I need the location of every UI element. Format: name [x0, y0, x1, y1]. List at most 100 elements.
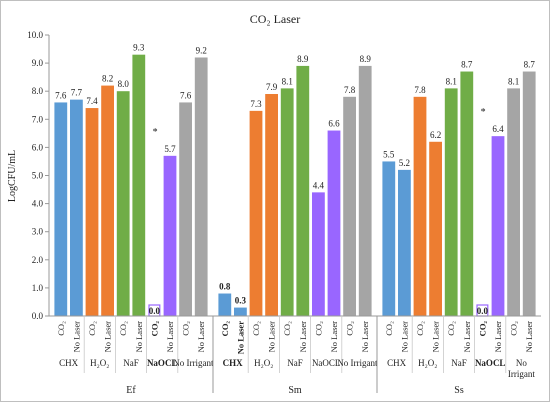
bar-category-label: No Laser: [165, 321, 175, 353]
bar: [491, 136, 505, 316]
subgroup-label: H₂O₂: [254, 358, 273, 368]
bar: [101, 85, 114, 316]
bar-category-label: No Laser: [267, 321, 277, 353]
subgroup-label: NaOCL: [147, 358, 178, 368]
bar-category-label: No Laser: [134, 321, 144, 353]
y-tick-label: 5.0: [32, 171, 44, 181]
data-label: 7.9: [266, 82, 278, 92]
bar: [444, 88, 458, 316]
data-label: 9.3: [133, 43, 145, 53]
bar-category-label: CO₂: [282, 321, 292, 336]
subgroup-label: NaF: [287, 358, 303, 368]
data-label: 8.7: [524, 60, 536, 70]
subgroup-label: H₂O₂: [90, 358, 109, 368]
data-label: 8.2: [102, 74, 113, 84]
y-tick-label: 4.0: [32, 199, 44, 209]
data-label: 9.2: [196, 45, 207, 55]
bar: [70, 99, 83, 316]
bar-category-label: No Laser: [431, 321, 441, 353]
significance-asterisk: *: [153, 127, 158, 138]
group-label: Ss: [454, 385, 464, 396]
y-tick-label: 9.0: [32, 58, 44, 68]
bars-layer: 7.6 7.77.4 8.2 8.0 9.3 0.0 5.7 * 7.6 9.2 0.8 0.3 7.3…: [54, 43, 536, 317]
bar-category-label: CO₂: [477, 321, 487, 337]
bar: [296, 65, 310, 316]
y-tick-label: 6.0: [32, 142, 44, 152]
bar: [327, 130, 341, 316]
y-tick-label: 2.0: [32, 255, 44, 265]
bar-category-label: No Laser: [196, 321, 206, 353]
data-label: 8.1: [446, 76, 457, 86]
bar: [507, 88, 520, 316]
data-label: 7.7: [71, 88, 83, 98]
data-label: 8.1: [508, 76, 519, 86]
subgroup-label: NaOCL: [475, 358, 506, 368]
bar-category-label: CO₂: [220, 321, 230, 337]
data-label: 8.9: [297, 54, 309, 64]
subgroup-label: CHX: [59, 358, 79, 368]
data-label: 5.7: [164, 144, 176, 154]
subgroup-label: No Irrigant: [508, 358, 535, 379]
bar-category-label: No Laser: [235, 321, 245, 355]
bar: [265, 94, 278, 316]
subgroup-label: CHX: [387, 358, 407, 368]
y-axis: 0.0 1.0 2.0 3.0 4.0 5.0 6.0 7.0 8.0 9.0 10.0: [27, 30, 50, 321]
significance-asterisk: *: [481, 107, 486, 118]
data-label: 7.3: [250, 99, 262, 109]
bar: [429, 141, 442, 316]
bar: [249, 110, 263, 317]
bar: [312, 192, 325, 316]
bar-category-label: No Laser: [462, 321, 472, 353]
bar-category-label: CO₂: [345, 321, 355, 336]
bar: [522, 71, 536, 316]
bar-category-label: No Laser: [298, 321, 308, 353]
subgroup-label: NaF: [451, 358, 467, 368]
bar: [218, 293, 232, 316]
data-label: 7.8: [344, 85, 356, 95]
bar-category-label: CO₂: [415, 321, 425, 336]
bar: [382, 161, 396, 316]
data-label: 0.0: [149, 306, 161, 316]
group-label: Ef: [126, 385, 136, 396]
subgroup-label: H₂O₂: [418, 358, 437, 368]
chart-title: CO₂ Laser: [250, 12, 301, 26]
bar: [179, 102, 192, 316]
data-label: 7.6: [55, 90, 67, 100]
bar-category-label: CO₂: [313, 321, 323, 336]
data-label: 7.4: [86, 96, 98, 106]
data-label: 4.4: [313, 180, 325, 190]
data-label: 0.3: [235, 296, 247, 306]
data-label: 8.9: [360, 54, 372, 64]
y-tick-label: 10.0: [27, 30, 43, 40]
y-tick-label: 8.0: [32, 86, 44, 96]
bar-category-label: No Laser: [360, 321, 370, 353]
subgroup-label: No Irrigant: [337, 358, 378, 368]
bar: [460, 71, 474, 316]
bar: [54, 102, 68, 316]
data-label: 6.2: [430, 130, 441, 140]
bar-category-label: CO₂: [56, 321, 66, 336]
x-axis: CO₂ No Laser CHX CO₂ No Laser H₂O₂ CO₂ No Laser…: [49, 315, 541, 396]
bar: [163, 155, 177, 316]
data-label: 8.1: [282, 76, 293, 86]
bar-category-label: CO₂: [509, 321, 519, 336]
bar-category-label: No Laser: [71, 321, 81, 353]
data-label: 8.0: [118, 79, 130, 89]
bar: [398, 169, 411, 316]
data-label: 7.6: [180, 90, 192, 100]
y-tick-label: 0.0: [32, 311, 44, 321]
y-tick-label: 3.0: [32, 227, 44, 237]
data-label: 5.5: [383, 149, 395, 159]
subgroup-label: NaF: [123, 358, 139, 368]
bar: [413, 96, 427, 316]
bar-category-label: No Laser: [329, 321, 339, 353]
bar: [116, 91, 130, 316]
data-label: 0.8: [219, 282, 231, 292]
y-tick-label: 1.0: [32, 283, 44, 293]
bar-category-label: No Laser: [524, 321, 534, 353]
data-label: 6.6: [328, 119, 340, 129]
bar-category-label: No Laser: [399, 321, 409, 353]
bar-category-label: CO₂: [446, 321, 456, 336]
